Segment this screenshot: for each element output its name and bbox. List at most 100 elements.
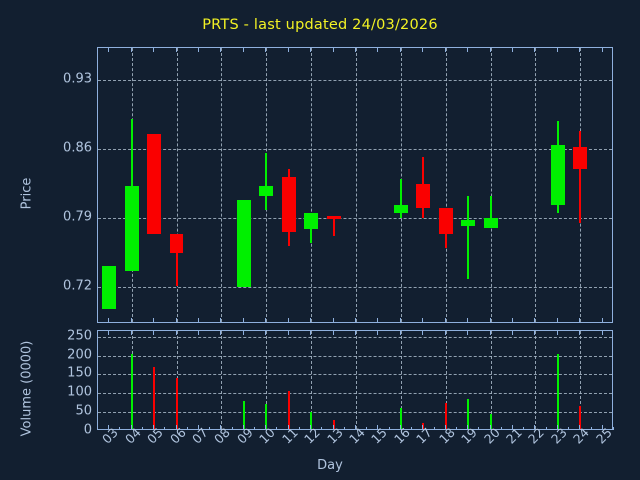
price-gridline (98, 148, 612, 150)
axis-minor-tick (119, 427, 121, 430)
axis-tick-mark (197, 330, 199, 335)
axis-minor-tick (523, 427, 525, 430)
axis-tick-mark (601, 330, 603, 335)
axis-tick-mark (444, 47, 446, 52)
axis-minor-tick (433, 427, 435, 430)
axis-minor-tick (355, 427, 356, 430)
axis-tick-mark (265, 330, 267, 335)
volume-bar (242, 400, 245, 429)
axis-tick-mark (556, 47, 558, 52)
volume-tick-label: 150 (67, 365, 92, 381)
candle-wick (489, 196, 492, 229)
axis-tick-mark (422, 330, 424, 335)
axis-tick-mark (242, 47, 244, 52)
day-gridline (311, 331, 313, 429)
volume-tick-labels: 0 50 100 150 200 250 (0, 328, 92, 437)
axis-tick-mark (130, 330, 132, 335)
axis-tick-mark (377, 47, 379, 52)
axis-tick-mark (153, 330, 155, 335)
axis-minor-tick (556, 427, 558, 430)
volume-bar (422, 423, 425, 429)
price-tick-label: 0.86 (63, 140, 92, 156)
price-gridline (98, 79, 612, 81)
candle-wick (399, 178, 402, 219)
axis-tick-mark (242, 330, 244, 335)
chart-title: PRTS - last updated 24/03/2026 (202, 17, 438, 33)
axis-tick-mark (467, 330, 469, 335)
axis-tick-mark (601, 47, 603, 52)
axis-tick-mark (422, 318, 424, 323)
candle-body (326, 216, 341, 220)
candle-body (259, 186, 274, 197)
axis-tick-mark (467, 318, 469, 323)
axis-minor-tick (209, 427, 211, 430)
axis-tick-mark (399, 318, 401, 323)
axis-minor-tick (399, 427, 401, 430)
axis-minor-tick (321, 427, 323, 430)
day-gridline (535, 331, 537, 429)
volume-bar (444, 402, 447, 429)
axis-tick-mark (534, 318, 536, 323)
axis-tick-mark (130, 47, 132, 52)
axis-minor-tick (130, 427, 132, 430)
axis-minor-tick (500, 427, 502, 430)
day-gridline (266, 331, 268, 429)
price-plot-area (97, 47, 613, 323)
axis-tick-mark (444, 330, 446, 335)
volume-gridline (98, 336, 612, 338)
axis-minor-tick (478, 427, 480, 430)
volume-bar (130, 353, 133, 429)
axis-minor-tick (590, 427, 592, 430)
axis-tick-mark (534, 330, 536, 335)
axis-tick-mark (512, 47, 514, 52)
price-tick-labels: 0.72 0.79 0.86 0.93 (0, 47, 92, 323)
candle-body (281, 176, 296, 232)
axis-tick-mark (399, 330, 401, 335)
axis-tick-mark (220, 330, 222, 335)
axis-tick-mark (287, 330, 289, 335)
price-tick-label: 0.79 (63, 209, 92, 225)
price-gridline (98, 218, 612, 220)
volume-tick-label: 0 (83, 422, 92, 438)
axis-minor-tick (568, 427, 570, 430)
axis-tick-mark (355, 318, 356, 323)
axis-tick-mark (310, 330, 312, 335)
price-tick-label: 0.93 (63, 71, 92, 87)
volume-plot-area (97, 330, 613, 430)
axis-tick-mark (512, 318, 514, 323)
day-gridline (311, 48, 313, 322)
volume-bar (489, 413, 492, 429)
axis-tick-mark (175, 47, 177, 52)
day-gridline (580, 331, 582, 429)
day-gridline (221, 48, 223, 322)
volume-bar (332, 419, 335, 429)
axis-tick-mark (108, 330, 110, 335)
axis-tick-mark (489, 47, 491, 52)
axis-minor-tick (613, 427, 614, 430)
day-gridline (356, 48, 357, 322)
axis-tick-mark (242, 318, 244, 323)
day-gridline (490, 331, 492, 429)
axis-tick-mark (377, 318, 379, 323)
candle-body (573, 146, 588, 169)
axis-tick-mark (489, 318, 491, 323)
axis-tick-mark (220, 318, 222, 323)
candle-body (550, 144, 565, 206)
candle-body (393, 205, 408, 214)
axis-tick-mark (310, 47, 312, 52)
volume-bar (265, 404, 268, 429)
candle-body (236, 200, 251, 288)
volume-bar (579, 406, 582, 429)
axis-tick-mark (579, 47, 581, 52)
axis-minor-tick (276, 427, 278, 430)
axis-minor-tick (489, 427, 491, 430)
volume-bar (467, 398, 470, 429)
candle-body (169, 233, 184, 253)
candle-wick (579, 131, 582, 224)
axis-minor-tick (455, 427, 457, 430)
axis-minor-tick (579, 427, 581, 430)
axis-tick-mark (197, 47, 199, 52)
axis-tick-mark (175, 330, 177, 335)
axis-tick-mark (467, 47, 469, 52)
axis-tick-mark (175, 318, 177, 323)
